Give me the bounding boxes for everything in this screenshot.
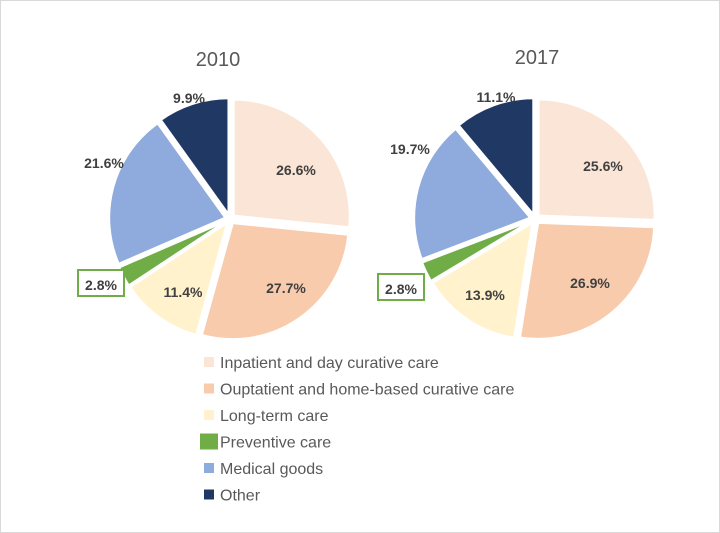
pie-slice-2010-inpatient-and-day-curative-care [232,98,351,229]
legend-label-preventive-care: Preventive care [220,435,331,452]
highlight-box-2010 [77,269,125,297]
data-label-2010-long-term-care: 11.4% [164,284,203,300]
data-label-2017-long-term-care: 13.9% [465,287,505,303]
pie-slice-2017-ouptatient-and-home-based-curative-care [518,221,656,340]
legend-swatch-long-term-care [204,410,214,420]
pie-slice-2017-preventive-care [420,220,532,283]
pie-chart-2017: 2017 25.6% 26.9% 13.9% 2.8% 19.7% 11.1% [377,47,656,340]
pie-slice-2010-ouptatient-and-home-based-curative-care [200,222,350,341]
legend-swatch-inpatient-and-day-curative-care [204,357,214,367]
data-label-2010-inpatient-and-day-curative-care: 26.6% [276,162,316,178]
data-label-2017-medical-goods: 19.7% [390,141,430,157]
legend-label-ouptatient-and-home-based-curative-care: Ouptatient and home-based curative care [220,382,515,399]
pie-chart-2010: 2010 26.6% 27.7% 11.4% 2.8% 21.6% 9.9% [77,49,351,341]
chart-title-2010: 2010 [196,49,241,71]
legend-label-other: Other [220,488,261,505]
legend-label-long-term-care: Long-term care [220,408,329,425]
legend-label-medical-goods: Medical goods [220,461,323,478]
pie-slice-2010-other [159,97,230,218]
legend-swatch-preventive-care [200,433,218,450]
legend-swatch-other [204,489,214,500]
legend-label-inpatient-and-day-curative-care: Inpatient and day curative care [220,355,439,372]
data-label-2010-preventive-care: 2.8% [85,277,117,293]
pie-slice-2017-other [457,97,535,218]
data-label-2017-ouptatient-and-home-based-curative-care: 26.9% [570,275,610,291]
pie-slice-2017-long-term-care [431,221,534,339]
legend-swatch-ouptatient-and-home-based-curative-care [204,383,214,394]
legend: Inpatient and day curative care Ouptatien… [200,355,515,505]
data-label-2017-preventive-care: 2.8% [385,281,417,297]
data-label-2010-other: 9.9% [173,90,205,106]
data-label-2010-medical-goods: 21.6% [84,155,124,171]
legend-swatch-medical-goods [204,463,214,473]
pie-slice-2010-medical-goods [108,121,227,266]
highlight-box-2017 [377,273,425,301]
pie-slice-2017-inpatient-and-day-curative-care [537,98,656,221]
data-label-2017-other: 11.1% [477,89,516,105]
chart-title-2017: 2017 [515,47,560,69]
data-label-2017-inpatient-and-day-curative-care: 25.6% [583,158,623,174]
pie-slice-2010-long-term-care [128,220,229,337]
data-label-2010-ouptatient-and-home-based-curative-care: 27.7% [266,280,306,296]
pie-slice-2017-medical-goods [413,127,532,261]
